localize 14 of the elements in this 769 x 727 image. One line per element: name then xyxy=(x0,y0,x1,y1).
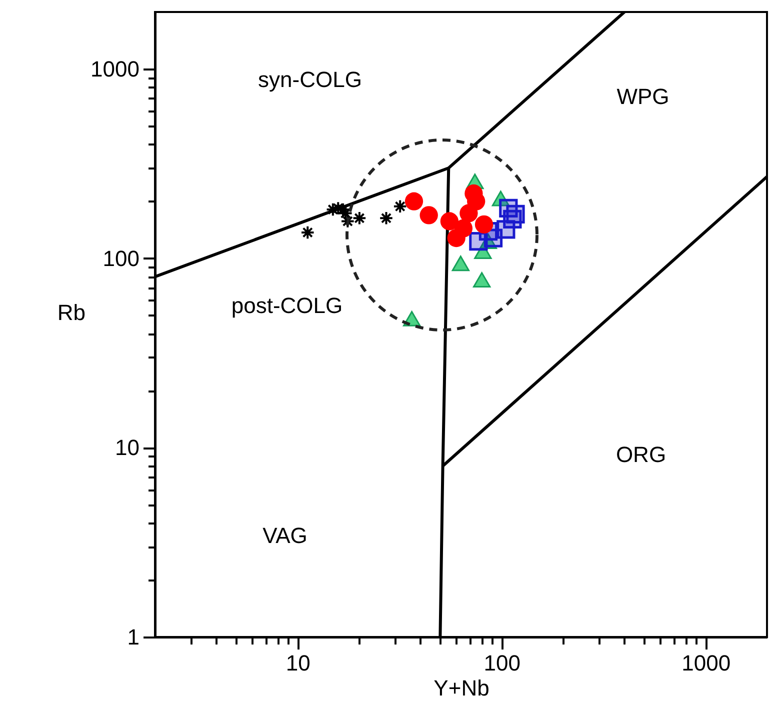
x-tick-label: 1000 xyxy=(682,650,731,676)
y-tick-label: 1000 xyxy=(90,56,140,82)
annotation: syn-COLG xyxy=(258,67,362,92)
y-tick-label: 10 xyxy=(115,435,140,460)
y-axis-title: Rb xyxy=(57,300,86,325)
annotation: VAG xyxy=(262,523,308,548)
y-tick-label: 1 xyxy=(127,624,140,650)
x-tick-label: 100 xyxy=(484,650,520,676)
x-axis-title: Y+Nb xyxy=(434,676,490,700)
annotation: post-COLG xyxy=(231,293,343,318)
annotation: WPG xyxy=(616,84,670,109)
y-tick-label: 100 xyxy=(102,246,140,271)
x-tick-label: 10 xyxy=(286,650,310,676)
annotation: ORG xyxy=(616,442,666,467)
